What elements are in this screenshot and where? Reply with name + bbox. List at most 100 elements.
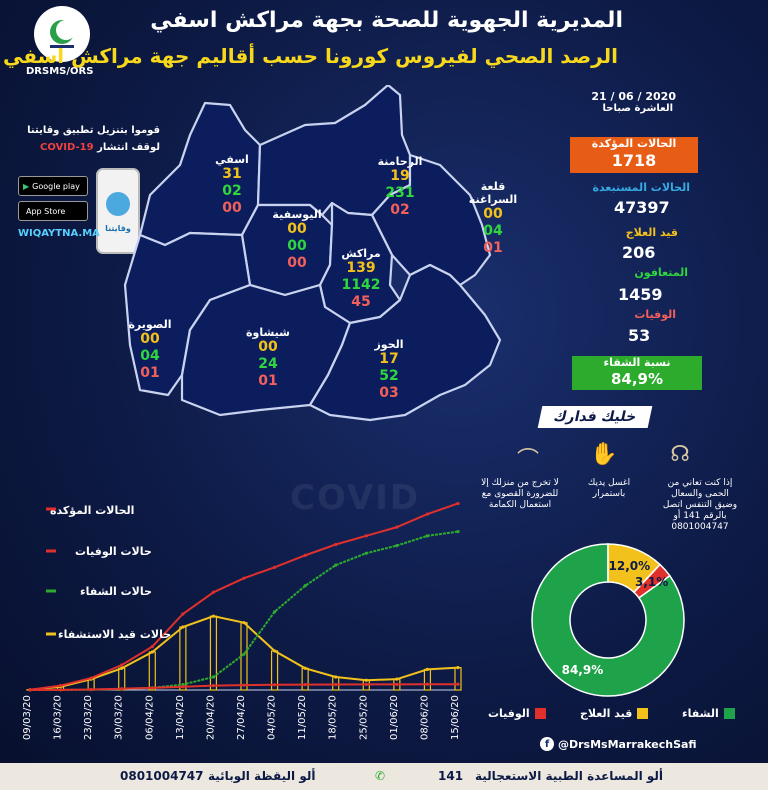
hospitalized-bar <box>118 667 126 691</box>
hospitalized-bar <box>240 622 248 691</box>
region-youssoufia: اليوسفية 00 00 00 <box>272 208 322 271</box>
legend-recovered: حالات الشفاء <box>80 585 152 598</box>
pie-legend-deaths: الوفيات <box>488 707 546 720</box>
region-kelaa: قلعة السراغنة 00 04 01 <box>468 180 518 256</box>
deaths-line-point <box>456 682 460 686</box>
deaths-line-point <box>334 682 338 687</box>
google-play-button[interactable]: ▶ Google play <box>18 176 88 196</box>
tip-wash: اغسل يديك باستمرار <box>587 478 631 499</box>
x-tick-label: 27/04/20 <box>236 695 247 740</box>
confirmed-line-point <box>181 612 185 616</box>
promo-covid: COVID-19 <box>40 142 94 153</box>
deaths-label: الوفيات <box>634 308 676 321</box>
hospitalized-line-point <box>395 677 399 681</box>
confirmed-box: الحالات المؤكدة 1718 <box>570 137 698 173</box>
app-logo-icon <box>106 192 130 216</box>
pie-slice-deaths <box>632 563 671 599</box>
x-tick-label: 04/05/20 <box>267 695 278 740</box>
deaths-line-point <box>364 682 368 686</box>
hospitalized-line-point <box>364 678 368 682</box>
x-tick-label: 11/05/20 <box>297 695 308 740</box>
confirmed-line-point <box>334 542 338 547</box>
recovered-line-point <box>425 534 430 538</box>
facebook-label: @DrsMsMarrakechSafi <box>558 737 697 751</box>
excluded-label: الحالات المستبعدة <box>592 181 690 194</box>
recovered-value: 1459 <box>618 285 663 304</box>
x-tick-label: 06/04/20 <box>144 695 155 740</box>
facebook-icon: f <box>540 737 554 751</box>
confirmed-line-point <box>425 512 430 516</box>
recovered-label: المتعافون <box>634 266 688 279</box>
recovered-line-point <box>456 529 460 534</box>
org-label: DRSMS/ORS <box>26 66 94 77</box>
line-chart: 09/03/20 16/03/20 23/03/20 30/03/20 06/04/20… <box>22 501 462 740</box>
confirmed-line-point <box>303 553 307 557</box>
x-tick-label: 18/05/20 <box>328 695 339 740</box>
vigilance-label: ألو اليقظة الوبائية <box>208 769 316 783</box>
hospitalized-line-point <box>120 666 124 670</box>
tip-call: إذا كنت تعاني من الحمى والسعال وضيق التن… <box>662 478 738 532</box>
website-link[interactable]: WIQAYTNA.MA <box>18 228 100 239</box>
promo-prefix: لوقف انتشار <box>97 142 160 153</box>
deaths-line-point <box>272 683 277 687</box>
hospitalized-line-point <box>181 625 185 629</box>
recovery-rate-value: 84,9% <box>610 370 664 388</box>
x-tick-label: 16/03/20 <box>53 695 64 740</box>
samu-label: ألو المساعدة الطبية الاستعجالية <box>475 769 664 783</box>
x-tick-label: 23/03/20 <box>83 695 94 740</box>
deaths-line-point <box>89 687 93 692</box>
stay-home-banner: خليك فدارك <box>537 406 653 428</box>
mask-icon: ⌒ <box>516 448 539 473</box>
hospitalized-line-point <box>456 666 460 670</box>
legend-deaths: حالات الوفيات <box>75 545 152 558</box>
region-map <box>123 85 502 422</box>
region-chichaoua: شيشاوة 00 24 01 <box>246 326 290 389</box>
phone-mockup: وقايتنا <box>96 168 140 254</box>
page-subtitle: الرصد الصحي لفيروس كورونا حسب أقاليم جهة… <box>2 44 618 68</box>
deaths-value: 53 <box>628 326 651 345</box>
tip-stay-home: لا تخرج من منزلك إلا للضرورة القصوى مع ا… <box>481 478 559 510</box>
pie-value-label: 12,0% <box>609 559 651 573</box>
pie-legend-recovered: الشفاء <box>682 707 735 720</box>
pie-value-label: 84,9% <box>562 663 604 677</box>
report-time: العاشرة صباحا <box>602 103 673 114</box>
samu-number[interactable]: 141 <box>438 769 464 783</box>
recovered-line-point <box>242 652 246 656</box>
deaths-line-point <box>58 688 63 692</box>
ministry-logo <box>34 6 90 62</box>
x-tick-label: 20/04/20 <box>205 695 216 740</box>
confirmed-line-point <box>395 525 399 529</box>
deaths-line-point <box>150 686 154 690</box>
confirmed-line-point <box>364 534 368 538</box>
hospitalized-bar <box>301 667 309 691</box>
footer-bar: ألو المساعدة الطبية الاستعجالية 141 ✆ أل… <box>0 763 768 790</box>
confirmed-line-point <box>150 644 154 649</box>
pie-legend-swatch-deaths <box>534 708 546 719</box>
crescent-logo-icon <box>50 20 76 48</box>
treatment-value: 206 <box>622 243 656 262</box>
confirmed-line-point <box>89 676 93 680</box>
facebook-handle[interactable]: f @DrsMsMarrakechSafi <box>540 737 697 751</box>
recovered-line-point <box>303 584 307 588</box>
report-date: 21 / 06 / 2020 <box>591 90 676 103</box>
hand-wash-icon: ✋ <box>590 442 618 467</box>
hospitalized-bar <box>209 615 218 691</box>
hospitalized-bar <box>454 667 462 691</box>
recovered-line-point <box>334 563 338 567</box>
promo-text: قوموا بتنزيل تطبيق وقايتنا <box>27 125 160 136</box>
app-store-button[interactable]: App Store <box>18 201 88 221</box>
page-title: المديرية الجهوية للصحة بجهة مراكش اسفي <box>150 8 623 33</box>
deaths-line-point <box>120 687 124 691</box>
region-safi: اسفي 31 02 00 <box>215 153 249 216</box>
donut-chart: 84,9% 12,0% 3,1% <box>531 543 685 697</box>
treatment-label: قيد العلاج <box>625 226 678 239</box>
phone-icon: ✆ <box>375 769 386 783</box>
confirmed-line-point <box>120 663 124 667</box>
region-rehamna: الرحامنة 19 231 02 <box>377 155 423 218</box>
region-haouz: الحوز 17 52 03 <box>374 338 404 401</box>
vigilance-number[interactable]: 0801004747 <box>120 769 204 783</box>
recovered-line-point <box>395 544 399 548</box>
hospitalized-line-point <box>272 649 277 653</box>
hospitalized-line-point <box>211 614 216 618</box>
confirmed-line-point <box>242 576 246 580</box>
